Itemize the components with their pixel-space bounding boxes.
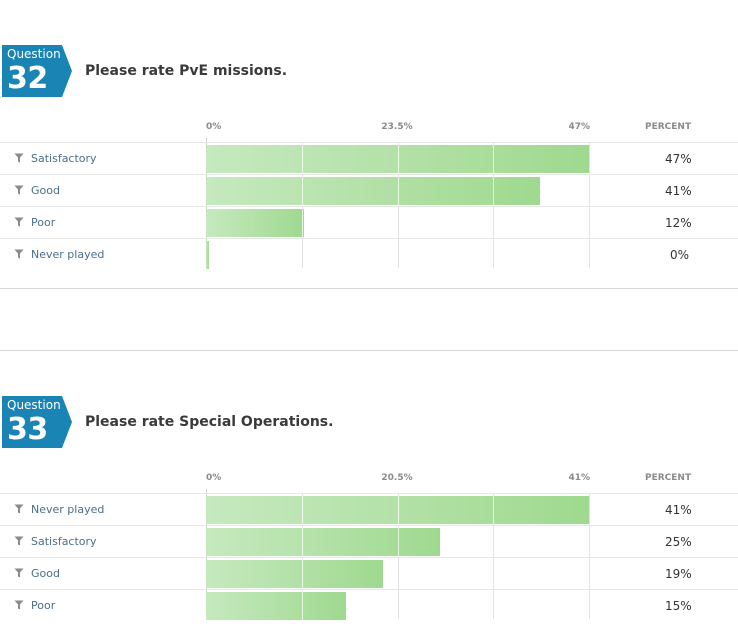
category-label[interactable]: Poor — [14, 216, 55, 229]
chart-q32: 0% 23.5% 47% PERCENT Satisfactory 47% Good… — [0, 122, 738, 272]
gridline-overlay — [302, 528, 303, 556]
bar — [206, 241, 209, 269]
question-33-header: Question 33 Please rate Special Operatio… — [0, 396, 738, 448]
gridline-overlay — [302, 592, 303, 620]
divider — [0, 288, 738, 289]
category-label[interactable]: Satisfactory — [14, 152, 97, 165]
question-number: 33 — [7, 412, 48, 447]
axis-ticks: 0% 20.5% 41% PERCENT — [0, 473, 738, 487]
gridline-overlay — [302, 177, 303, 205]
gridline-overlay — [302, 496, 303, 524]
category-label[interactable]: Never played — [14, 503, 104, 516]
percent-value: 25% — [665, 535, 692, 549]
question-badge: Question 32 — [2, 45, 72, 97]
question-badge: Question 33 — [2, 396, 72, 448]
category-text: Never played — [31, 248, 105, 261]
badge-shape — [2, 45, 72, 97]
bar — [206, 592, 346, 620]
tick-label: 0% — [206, 473, 222, 483]
chart-row: Satisfactory 25% — [0, 525, 738, 558]
percent-value: 41% — [665, 503, 692, 517]
tick-label: 20.5% — [381, 473, 413, 483]
chart-row: Never played 0% — [0, 238, 738, 271]
filter-icon[interactable] — [14, 185, 24, 195]
category-text: Poor — [31, 599, 56, 612]
chart-row: Good 41% — [0, 174, 738, 207]
filter-icon[interactable] — [14, 536, 24, 546]
gridline — [302, 142, 303, 268]
gridline-overlay — [398, 177, 399, 205]
category-label[interactable]: Poor — [14, 599, 55, 612]
badge-shape — [2, 396, 72, 448]
filter-icon[interactable] — [14, 504, 24, 514]
percent-header: PERCENT — [645, 122, 692, 132]
question-title: Please rate PvE missions. — [85, 63, 288, 79]
category-label[interactable]: Never played — [14, 248, 104, 261]
gridline — [398, 142, 399, 268]
category-text: Satisfactory — [31, 535, 97, 548]
gridline-overlay — [398, 145, 399, 173]
chart-row: Poor 15% — [0, 589, 738, 622]
percent-value: 15% — [665, 599, 692, 613]
filter-icon[interactable] — [14, 600, 24, 610]
gridline — [493, 493, 494, 619]
percent-header: PERCENT — [645, 473, 692, 483]
gridline — [398, 493, 399, 619]
gridline-overlay — [493, 177, 494, 205]
gridline — [589, 493, 590, 619]
tick-label: 47% — [568, 122, 590, 132]
chart-q33: 0% 20.5% 41% PERCENT Never played 41% Sati… — [0, 473, 738, 623]
gridline — [589, 142, 590, 268]
filter-icon[interactable] — [14, 217, 24, 227]
gridline-overlay — [302, 145, 303, 173]
percent-value: 47% — [665, 152, 692, 166]
percent-value: 19% — [665, 567, 692, 581]
question-32-header: Question 32 Please rate PvE missions. — [0, 45, 738, 97]
bar — [206, 528, 440, 556]
filter-icon[interactable] — [14, 568, 24, 578]
gridline-overlay — [302, 560, 303, 588]
category-text: Satisfactory — [31, 152, 97, 165]
category-text: Never played — [31, 503, 105, 516]
gridline-overlay — [398, 496, 399, 524]
tick-label: 23.5% — [381, 122, 413, 132]
bar — [206, 177, 540, 205]
percent-value: 0% — [669, 248, 689, 262]
category-text: Poor — [31, 216, 56, 229]
category-label[interactable]: Good — [14, 567, 60, 580]
bar — [206, 145, 589, 173]
question-number: 32 — [7, 61, 48, 96]
bar — [206, 209, 304, 237]
gridline — [493, 142, 494, 268]
bar — [206, 496, 589, 524]
gridline-overlay — [398, 528, 399, 556]
percent-value: 41% — [665, 184, 692, 198]
bar — [206, 560, 383, 588]
chart-row: Satisfactory 47% — [0, 142, 738, 175]
gridline-overlay — [493, 145, 494, 173]
category-label[interactable]: Satisfactory — [14, 535, 97, 548]
gridline-overlay — [493, 496, 494, 524]
axis-ticks: 0% 23.5% 47% PERCENT — [0, 122, 738, 136]
divider — [0, 350, 738, 351]
question-label: Question — [7, 47, 61, 61]
chart-row: Poor 12% — [0, 206, 738, 239]
tick-label: 0% — [206, 122, 222, 132]
chart-row: Good 19% — [0, 557, 738, 590]
tick-label: 41% — [568, 473, 590, 483]
filter-icon[interactable] — [14, 249, 24, 259]
question-title: Please rate Special Operations. — [85, 414, 334, 430]
chart-row: Never played 41% — [0, 493, 738, 526]
filter-icon[interactable] — [14, 153, 24, 163]
gridline — [302, 493, 303, 619]
gridline-overlay — [302, 209, 303, 237]
category-label[interactable]: Good — [14, 184, 60, 197]
category-text: Good — [31, 567, 60, 580]
percent-value: 12% — [665, 216, 692, 230]
category-text: Good — [31, 184, 60, 197]
question-label: Question — [7, 398, 61, 412]
